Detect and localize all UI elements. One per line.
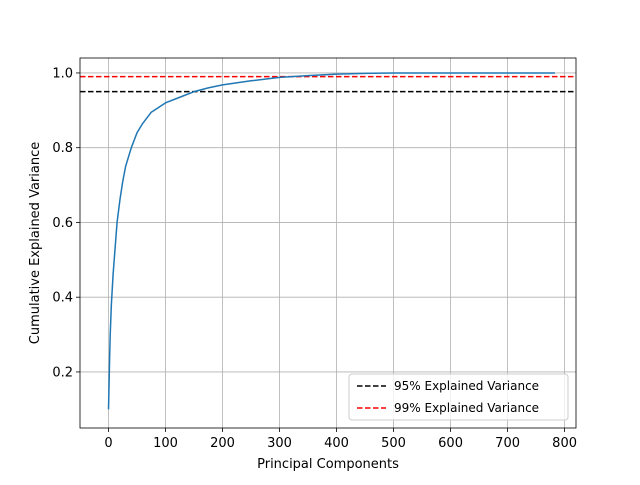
reference-lines [80,75,576,93]
x-tick-label: 600 [438,436,463,451]
legend: 95% Explained Variance 99% Explained Var… [348,373,569,421]
y-axis-label: Cumulative Explained Variance [28,142,43,344]
legend-label-99: 99% Explained Variance [394,401,539,415]
legend-box [348,373,569,421]
x-tick-label: 300 [267,436,292,451]
x-tick-label: 100 [153,436,178,451]
x-axis-ticks: 0 100 200 300 400 500 600 700 800 [104,428,577,451]
x-axis-label: Principal Components [257,457,399,472]
x-tick-label: 500 [381,436,406,451]
x-tick-label: 0 [104,436,112,451]
y-tick-label: 0.6 [52,216,73,231]
x-tick-label: 700 [495,436,520,451]
y-axis-ticks: 0.2 0.4 0.6 0.8 1.0 [52,66,80,380]
y-tick-label: 0.8 [52,141,73,156]
y-tick-label: 0.2 [52,365,73,380]
series [107,72,555,410]
y-tick-label: 0.4 [52,291,73,306]
x-tick-label: 400 [324,436,349,451]
legend-label-95: 95% Explained Variance [394,379,539,393]
y-tick-label: 1.0 [52,66,73,81]
x-tick-label: 800 [552,436,577,451]
plot-area-frame [79,57,577,429]
grid [80,58,576,428]
cumulative-variance-line [107,72,555,410]
x-tick-label: 200 [210,436,235,451]
